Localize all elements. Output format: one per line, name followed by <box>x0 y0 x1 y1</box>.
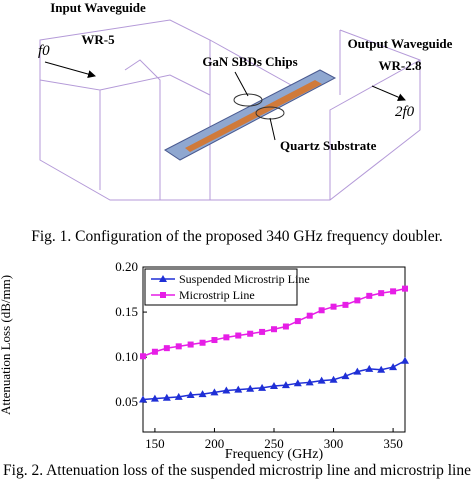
chart: Attenuation Loss (dB/mm) Frequency (GHz)… <box>0 259 409 462</box>
legend-label: Suspended Microstrip Line <box>179 272 310 286</box>
marker <box>294 318 301 325</box>
input-freq: f0 <box>38 43 50 59</box>
figure-caption: Fig. 1. Configuration of the proposed 34… <box>31 228 443 245</box>
marker <box>305 378 314 386</box>
figure-caption-2: Fig. 2. Attenuation loss of the suspende… <box>3 462 471 479</box>
marker <box>378 290 385 297</box>
marker <box>306 312 313 319</box>
marker <box>270 382 278 390</box>
marker <box>150 394 159 402</box>
marker <box>163 345 170 352</box>
series-line <box>142 360 406 401</box>
x-tick-label: 300 <box>324 436 344 451</box>
x-axis-label: Frequency (GHz) <box>225 447 324 462</box>
output-freq: 2f0 <box>395 104 415 120</box>
output-label: Output Waveguide <box>348 36 453 51</box>
marker <box>317 376 326 384</box>
marker <box>234 385 243 393</box>
marker <box>271 326 277 333</box>
marker <box>223 334 230 341</box>
marker <box>259 328 266 335</box>
marker <box>186 391 195 399</box>
marker <box>235 332 242 339</box>
marker <box>222 386 231 394</box>
marker <box>341 372 350 380</box>
y-tick-label: 0.05 <box>115 394 138 409</box>
marker <box>140 353 146 360</box>
marker <box>174 392 183 400</box>
marker <box>318 307 325 314</box>
marker <box>210 388 219 396</box>
marker <box>258 383 267 391</box>
marker <box>139 395 147 403</box>
marker <box>330 303 337 310</box>
y-tick-label: 0.20 <box>115 259 138 274</box>
marker <box>342 301 349 308</box>
marker <box>401 356 409 364</box>
marker <box>246 384 255 392</box>
x-tick-label: 150 <box>145 436 165 451</box>
input-name: WR-5 <box>81 32 115 47</box>
marker <box>282 323 289 330</box>
y-axis-label: Attenuation Loss (dB/mm) <box>0 275 13 415</box>
substrate-label: Quartz Substrate <box>280 138 377 153</box>
y-tick-label: 0.10 <box>115 349 138 364</box>
input-label: Input Waveguide <box>50 0 146 15</box>
x-tick-label: 250 <box>264 436 284 451</box>
x-tick-label: 350 <box>383 436 403 451</box>
y-tick-label: 0.15 <box>115 304 138 319</box>
marker <box>402 285 408 292</box>
marker <box>365 364 374 372</box>
marker <box>390 288 397 295</box>
x-tick-label: 200 <box>205 436 225 451</box>
marker <box>293 379 302 387</box>
marker <box>151 348 158 355</box>
diagram: Input Waveguide WR-5 f0 GaN SBDs Chips O… <box>38 0 453 201</box>
legend-box <box>144 268 298 306</box>
marker <box>389 363 398 371</box>
marker <box>247 330 254 337</box>
marker <box>377 365 386 373</box>
marker <box>329 375 338 383</box>
marker <box>162 393 171 401</box>
output-name: WR-2.8 <box>379 58 422 73</box>
marker <box>175 343 182 350</box>
chips-label: GaN SBDs Chips <box>202 54 297 69</box>
marker <box>199 339 206 346</box>
marker <box>198 390 207 398</box>
marker <box>353 367 362 375</box>
legend-marker <box>160 292 166 298</box>
legend-marker <box>159 275 167 282</box>
marker <box>366 292 373 299</box>
marker <box>281 381 290 389</box>
legend-label: Microstrip Line <box>179 288 255 302</box>
marker <box>354 297 361 304</box>
marker <box>187 341 194 348</box>
marker <box>211 337 218 344</box>
